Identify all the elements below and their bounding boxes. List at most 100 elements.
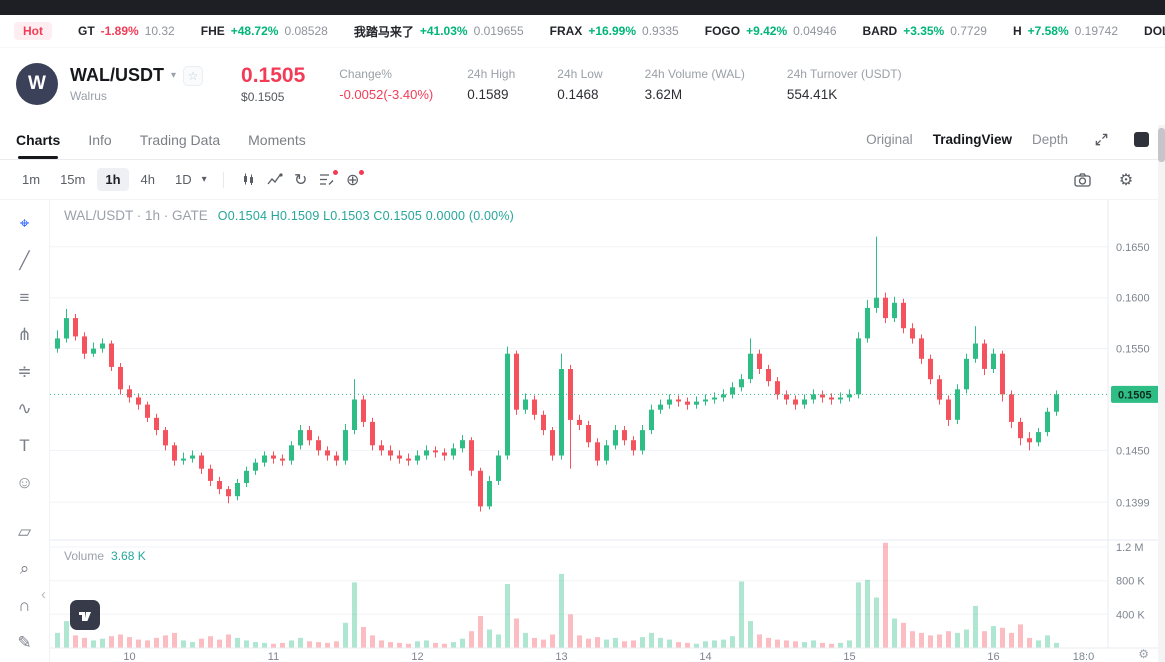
ticker-item[interactable]: FOGO +9.42% 0.04946: [705, 24, 837, 38]
candle-style-icon[interactable]: [236, 167, 262, 193]
measure-tool-icon[interactable]: ▱: [17, 522, 32, 541]
ticker-item[interactable]: DOLO+8.77%0.06866: [1144, 24, 1165, 38]
interval-more-caret-icon[interactable]: ▾: [201, 174, 207, 185]
ticker-item[interactable]: 我踏马来了 +41.03% 0.019655: [354, 23, 524, 40]
pair-dropdown-caret-icon[interactable]: ▾: [171, 70, 177, 81]
star-icon: ☆: [187, 68, 199, 83]
svg-text:0.1650: 0.1650: [1116, 242, 1150, 254]
last-price: 0.1505: [241, 64, 306, 87]
emoji-tool-icon[interactable]: ☺: [15, 473, 34, 492]
ticker-symbol: FOGO: [704, 24, 741, 38]
chart-settings-gear-icon[interactable]: ⚙: [1118, 171, 1134, 189]
ticker-symbol: GT: [78, 24, 95, 38]
ticker-price: 0.08528: [284, 24, 328, 38]
stat-block: 24h Volume (WAL) 3.62M: [645, 67, 745, 102]
svg-text:13: 13: [555, 651, 567, 662]
ticker-symbol: 我踏马来了: [353, 24, 414, 39]
stats-row: 24h High 0.1589 24h Low 0.1468 24h Volume (W…: [467, 67, 901, 102]
ticker-item[interactable]: FHE +48.72% 0.08528: [201, 24, 328, 38]
view-depth[interactable]: Depth: [1031, 132, 1068, 147]
tabs-left: Charts Info Trading Data Moments: [16, 120, 306, 159]
xabcd-pattern-tool-icon[interactable]: ⋔: [17, 325, 32, 344]
brush-tool-icon[interactable]: ∿: [17, 399, 32, 418]
ticker-symbol: H: [1012, 24, 1022, 38]
chart-canvas[interactable]: 0.1650 0.1600 0.1550 0.1450 0.1399 1.2 M 800 K…: [50, 200, 1165, 662]
ticker-price: 0.19742: [1074, 24, 1119, 38]
svg-text:16: 16: [987, 651, 999, 662]
fib-retracement-tool-icon[interactable]: ≡: [19, 288, 30, 307]
interval-1h[interactable]: 1h: [97, 168, 129, 191]
ticker-symbol: FRAX: [549, 24, 583, 38]
candlestick-chart[interactable]: 0.1650 0.1600 0.1550 0.1450 0.1399 1.2 M 800 K…: [50, 200, 1165, 662]
ticker-items: GT -1.89% 10.32 FHE +48.72% 0.08528 我踏马来了 +41.0…: [78, 23, 1165, 40]
favorite-star-button[interactable]: ☆: [183, 65, 204, 86]
stat-block: 24h Turnover (USDT) 554.41K: [787, 67, 902, 102]
trend-line-tool-icon[interactable]: ╱: [19, 251, 30, 270]
chart-region: ⌖ ╱ ≡ ⋔ ≑ ∿ T ☺ ▱ ⌕ ∩ ✎ ‹ 0.1650 0.1600 0.1550 0.1450 0…: [0, 200, 1165, 662]
ticker-item[interactable]: FRAX +16.99% 0.9335: [550, 24, 679, 38]
svg-text:800 K: 800 K: [1116, 576, 1145, 588]
camera-snapshot-icon[interactable]: [1069, 167, 1095, 193]
text-tool-icon[interactable]: T: [19, 436, 30, 455]
ticker-change: -1.89%: [100, 24, 139, 38]
interval-15m[interactable]: 15m: [60, 172, 86, 187]
zoom-tool-icon[interactable]: ⌕: [19, 559, 30, 578]
ticker-change: +48.72%: [230, 24, 279, 38]
svg-text:0.1505: 0.1505: [1118, 389, 1152, 401]
stat-block: 24h High 0.1589: [467, 67, 515, 102]
drawing-toolbar: ⌖ ╱ ≡ ⋔ ≑ ∿ T ☺ ▱ ⌕ ∩ ✎: [0, 200, 50, 662]
magnet-tool-icon[interactable]: ∩: [18, 596, 31, 615]
ticker-item[interactable]: H +7.58% 0.19742: [1013, 24, 1118, 38]
page-scrollbar[interactable]: [1158, 125, 1165, 662]
view-tradingview[interactable]: TradingView: [932, 132, 1012, 147]
change-label: Change%: [339, 66, 392, 81]
ticker-change: +3.35%: [903, 24, 945, 38]
svg-text:12: 12: [411, 651, 423, 662]
interval-4h[interactable]: 4h: [140, 172, 155, 187]
svg-text:0.1600: 0.1600: [1116, 293, 1150, 305]
interval-1D[interactable]: 1D: [175, 172, 192, 187]
scrollbar-thumb[interactable]: [1158, 128, 1165, 162]
collapse-rail-icon[interactable]: ‹: [41, 586, 46, 603]
tab-moments[interactable]: Moments: [248, 131, 306, 148]
hot-badge: Hot: [14, 22, 52, 40]
indicators-icon[interactable]: [262, 167, 288, 193]
usd-price: $0.1505: [241, 90, 285, 104]
svg-text:400 K: 400 K: [1116, 609, 1145, 621]
pane-settings-gear-icon[interactable]: ⚙: [1138, 647, 1149, 661]
ticker-symbol: DOLO: [1144, 24, 1165, 38]
svg-text:10: 10: [123, 651, 135, 662]
notification-dot: [332, 169, 338, 175]
ticker-item[interactable]: BARD +3.35% 0.7729: [863, 24, 987, 38]
view-original[interactable]: Original: [866, 132, 913, 147]
panel-layout-icon[interactable]: [1134, 132, 1149, 147]
interval-1m[interactable]: 1m: [22, 172, 41, 187]
refresh-icon[interactable]: ↻: [293, 171, 308, 189]
window-top-strip: [0, 0, 1165, 15]
add-indicator-icon[interactable]: ⊕: [340, 167, 366, 193]
svg-text:15: 15: [843, 651, 855, 662]
toolbar-divider: [222, 171, 224, 188]
svg-text:0.1550: 0.1550: [1116, 344, 1150, 356]
position-tool-icon[interactable]: ≑: [17, 362, 32, 381]
tab-charts[interactable]: Charts: [16, 120, 60, 159]
ticker-item[interactable]: GT -1.89% 10.32: [78, 24, 175, 38]
ticker-price: 0.7729: [950, 24, 987, 38]
ticker-change: +16.99%: [588, 24, 637, 38]
tab-info[interactable]: Info: [88, 131, 112, 148]
token-name: Walrus: [70, 89, 107, 103]
tab-trading-data[interactable]: Trading Data: [139, 131, 221, 148]
svg-text:0.1399: 0.1399: [1116, 497, 1150, 509]
ticker-change: +41.03%: [419, 24, 468, 38]
svg-text:11: 11: [268, 651, 279, 662]
template-list-icon[interactable]: [314, 167, 340, 193]
stat-value: 0.1468: [557, 86, 599, 102]
pair-title[interactable]: WAL/USDT: [70, 65, 164, 85]
edit-tool-icon[interactable]: ✎: [17, 633, 32, 652]
ticker-symbol: BARD: [862, 24, 898, 38]
price-block: 0.1505 $0.1505: [241, 64, 305, 104]
stat-value: 0.1589: [467, 86, 509, 102]
crosshair-tool-icon[interactable]: ⌖: [19, 214, 30, 233]
fullscreen-expand-icon[interactable]: [1088, 127, 1114, 153]
